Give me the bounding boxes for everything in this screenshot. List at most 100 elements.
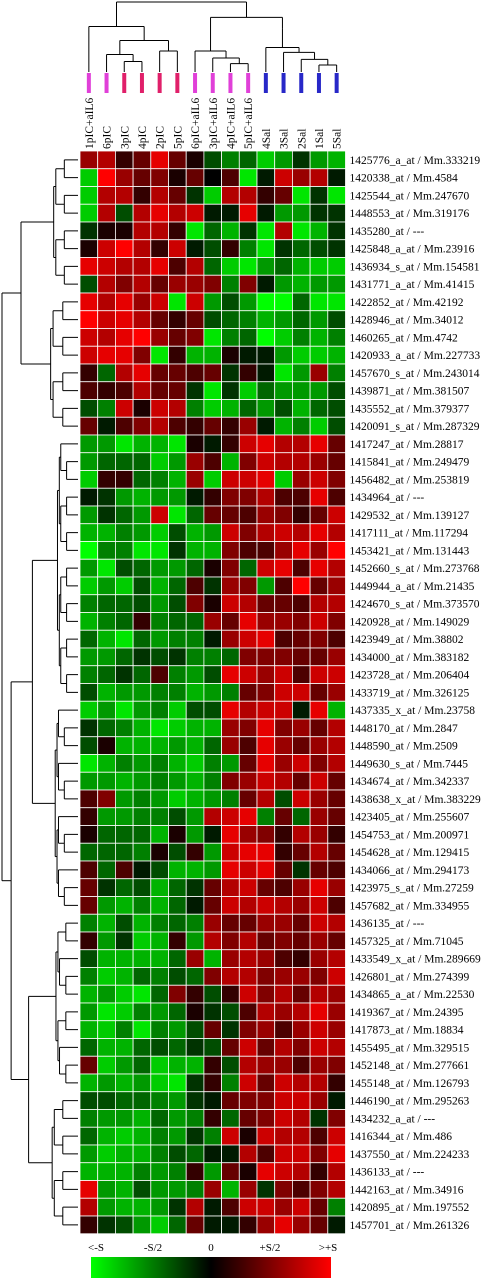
heatmap-cell	[309, 860, 329, 880]
heatmap-cell	[115, 505, 134, 525]
heatmap-cell	[238, 1091, 258, 1110]
heatmap-cell	[309, 1073, 329, 1093]
heatmap-cell	[132, 150, 152, 170]
heatmap-cell	[256, 647, 276, 667]
heatmap-cell	[256, 576, 276, 596]
heatmap-cell	[327, 807, 346, 826]
heatmap-cell	[115, 807, 134, 826]
heatmap-cell	[274, 612, 293, 631]
heatmap-cell	[238, 1073, 258, 1093]
heatmap-cell	[168, 771, 187, 791]
heatmap-cell	[168, 221, 187, 241]
heatmap-cell	[185, 470, 205, 489]
color-scale-label-min: <-S	[88, 1242, 104, 1254]
heatmap-cell	[221, 1180, 240, 1199]
heatmap-cell	[132, 1215, 152, 1235]
heatmap-cell	[185, 274, 205, 294]
heatmap-cell	[150, 470, 169, 489]
heatmap-cell	[203, 647, 222, 667]
heatmap-cell	[185, 381, 205, 400]
heatmap-cell	[256, 754, 276, 773]
heatmap-cell	[221, 896, 240, 915]
row-label: 1433549_x_at / Mm.289669	[350, 954, 482, 966]
heatmap-cell	[168, 452, 187, 471]
heatmap-cell	[256, 700, 276, 720]
heatmap-cell	[238, 1162, 258, 1181]
heatmap-cell	[97, 523, 116, 542]
heatmap-cell	[185, 416, 205, 436]
heatmap-cell	[97, 505, 116, 525]
heatmap-cell	[291, 558, 311, 578]
heatmap-cell	[132, 328, 152, 347]
heatmap-cell	[309, 381, 329, 400]
heatmap-cell	[274, 594, 293, 613]
heatmap-cell	[79, 1109, 99, 1128]
heatmap-cell	[168, 257, 187, 276]
heatmap-cell	[327, 647, 346, 667]
heatmap-cell	[274, 842, 293, 862]
heatmap-cell	[309, 1197, 329, 1217]
heatmap-cell	[274, 470, 293, 489]
heatmap-cell	[79, 239, 99, 258]
heatmap-cell	[97, 647, 116, 667]
heatmap-cell	[274, 718, 293, 738]
heatmap-cell	[238, 292, 258, 312]
heatmap-cell	[97, 310, 116, 329]
heatmap-cell	[79, 221, 99, 241]
heatmap-cell	[309, 1091, 329, 1110]
heatmap-cell	[168, 949, 187, 968]
heatmap-cell	[79, 665, 99, 684]
heatmap-cell	[97, 1180, 116, 1199]
heatmap-cell	[256, 505, 276, 525]
heatmap-cell	[309, 221, 329, 241]
heatmap-cell	[132, 363, 152, 383]
row-label: 1437335_x_at / Mm.23758	[350, 705, 476, 717]
heatmap-cell	[309, 399, 329, 418]
column-label: 4pIC	[137, 126, 149, 149]
heatmap-cell	[327, 1002, 346, 1022]
heatmap-cell	[185, 629, 205, 649]
heatmap-cell	[97, 541, 116, 560]
heatmap-cell	[115, 700, 134, 720]
heatmap-cell	[79, 967, 99, 986]
heatmap-cell	[327, 967, 346, 986]
row-dendrogram	[1, 159, 78, 1226]
heatmap-cell	[256, 807, 276, 826]
heatmap-cell	[274, 274, 293, 294]
heatmap-cell	[221, 718, 240, 738]
heatmap-cell	[221, 470, 240, 489]
heatmap-cell	[203, 949, 222, 968]
heatmap-cell	[132, 1002, 152, 1022]
heatmap-cell	[291, 1109, 311, 1128]
heatmap-cell	[221, 1020, 240, 1039]
heatmap-cell	[327, 913, 346, 933]
heatmap-cell	[291, 186, 311, 205]
heatmap-cell	[221, 825, 240, 844]
heatmap-cell	[150, 1126, 169, 1146]
heatmap-cell	[221, 1073, 240, 1093]
heatmap-cell	[327, 328, 346, 347]
heatmap-cell	[185, 505, 205, 525]
heatmap-cell	[185, 949, 205, 968]
heatmap-cell	[97, 558, 116, 578]
heatmap-cell	[238, 150, 258, 170]
heatmap-cell	[256, 221, 276, 241]
heatmap-cell	[327, 1126, 346, 1146]
heatmap-cell	[203, 310, 222, 329]
heatmap-cell	[97, 949, 116, 968]
row-label: 1426801_at / Mm.274399	[350, 971, 470, 983]
heatmap-cell	[327, 629, 346, 649]
heatmap-cell	[221, 700, 240, 720]
heatmap-cell	[274, 186, 293, 205]
heatmap-cell	[79, 1055, 99, 1075]
row-label: 1457682_at / Mm.334955	[350, 900, 470, 912]
heatmap-cell	[79, 700, 99, 720]
heatmap-cell	[79, 186, 99, 205]
heatmap-cell	[203, 1055, 222, 1075]
heatmap-cell	[238, 913, 258, 933]
heatmap-cell	[97, 186, 116, 205]
heatmap-cell	[132, 239, 152, 258]
heatmap-cell	[291, 381, 311, 400]
heatmap-cell	[132, 381, 152, 400]
heatmap-cell	[185, 754, 205, 773]
